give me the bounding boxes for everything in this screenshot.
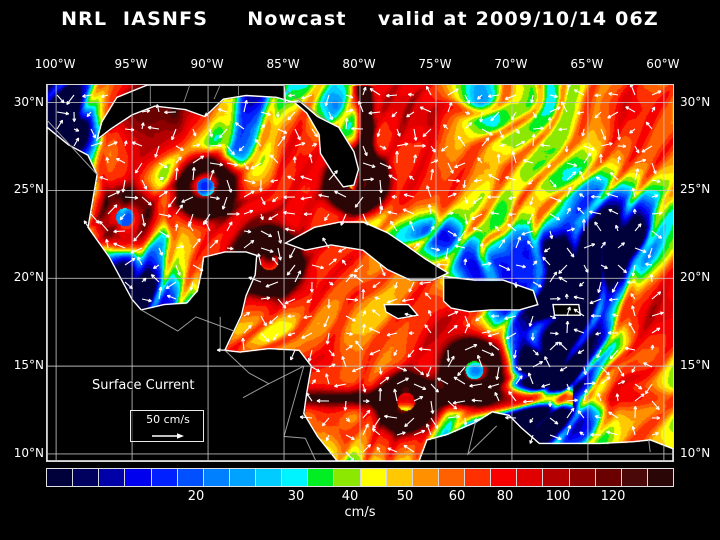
surface-current-label: Surface Current <box>92 378 195 393</box>
colorbar-cell <box>465 469 492 486</box>
colorbar-tick-label: 50 <box>396 489 414 504</box>
lon-tick-label: 65°W <box>570 57 604 71</box>
lon-tick-label: 60°W <box>646 57 680 71</box>
lat-tick-label-right: 10°N <box>680 445 711 460</box>
coastline <box>47 85 339 461</box>
figure-title: NRL IASNFS Nowcast valid at 2009/10/14 0… <box>61 8 659 30</box>
colorbar-tick-label: 120 <box>600 489 626 504</box>
colorbar <box>46 468 674 487</box>
political-border <box>242 383 270 399</box>
colorbar-units-label: cm/s <box>344 505 376 520</box>
political-border <box>224 349 305 385</box>
vector-scale-label: 50 cm/s <box>146 413 190 426</box>
right-arrow-icon <box>152 433 184 439</box>
colorbar-cell <box>256 469 283 486</box>
current-vector-field <box>56 85 664 461</box>
lon-tick-label: 85°W <box>266 57 300 71</box>
political-border <box>648 439 651 453</box>
colorbar-cell <box>177 469 204 486</box>
colorbar-cell <box>308 469 335 486</box>
colorbar-cell <box>360 469 387 486</box>
colorbar-cell <box>125 469 152 486</box>
political-border <box>467 422 498 456</box>
lat-tick-label-right: 20°N <box>680 270 711 285</box>
colorbar-cell <box>595 469 622 486</box>
coastline <box>442 275 539 313</box>
lat-tick-label-left: 10°N <box>13 445 44 460</box>
colorbar-cell <box>412 469 439 486</box>
coastline <box>283 221 450 281</box>
colorbar-cell <box>491 469 518 486</box>
lon-tick-label: 70°W <box>494 57 528 71</box>
lon-tick-label: 80°W <box>342 57 376 71</box>
colorbar-cell <box>543 469 570 486</box>
colorbar-cell <box>621 469 648 486</box>
colorbar-cell <box>282 469 309 486</box>
colorbar-cell <box>438 469 465 486</box>
colorbar-tick-label: 20 <box>187 489 205 504</box>
political-border <box>47 119 98 175</box>
map-plot-area[interactable] <box>46 84 674 462</box>
lat-tick-label-right: 25°N <box>680 182 711 197</box>
lat-tick-label-left: 30°N <box>13 94 44 109</box>
lat-tick-label-left: 15°N <box>13 358 44 373</box>
colorbar-cell <box>229 469 256 486</box>
state-border <box>213 85 221 100</box>
colorbar-cell <box>73 469 100 486</box>
colorbar-cell <box>47 469 74 486</box>
lon-tick-label: 95°W <box>114 57 148 71</box>
colorbar-cell <box>517 469 544 486</box>
colorbar-cell <box>99 469 126 486</box>
colorbar-tick-label: 60 <box>448 489 466 504</box>
colorbar-cell <box>334 469 361 486</box>
colorbar-tick-label: 80 <box>496 489 514 504</box>
lon-tick-label: 75°W <box>418 57 452 71</box>
political-border <box>283 365 306 439</box>
colorbar-cell <box>386 469 413 486</box>
lon-tick-label: 90°W <box>190 57 224 71</box>
colorbar-tick-label: 40 <box>341 489 359 504</box>
lat-tick-label-left: 20°N <box>13 270 44 285</box>
lat-tick-label-right: 30°N <box>680 94 711 109</box>
state-border <box>183 85 191 103</box>
map-overlays <box>47 85 673 461</box>
colorbar-tick-label: 30 <box>287 489 305 504</box>
colorbar-cell <box>151 469 178 486</box>
vector-scale-box: 50 cm/s <box>130 410 204 442</box>
political-border <box>140 309 235 332</box>
lat-tick-label-right: 15°N <box>680 358 711 373</box>
colorbar-tick-label: 100 <box>545 489 571 504</box>
coastline <box>552 303 582 316</box>
coastline <box>337 411 673 461</box>
political-border <box>304 437 317 461</box>
colorbar-cell <box>203 469 230 486</box>
coastline <box>95 85 360 188</box>
coastline <box>383 303 420 320</box>
lon-tick-label: 100°W <box>34 57 76 71</box>
lat-tick-label-left: 25°N <box>13 182 44 197</box>
colorbar-cell <box>647 469 673 486</box>
colorbar-cell <box>569 469 596 486</box>
